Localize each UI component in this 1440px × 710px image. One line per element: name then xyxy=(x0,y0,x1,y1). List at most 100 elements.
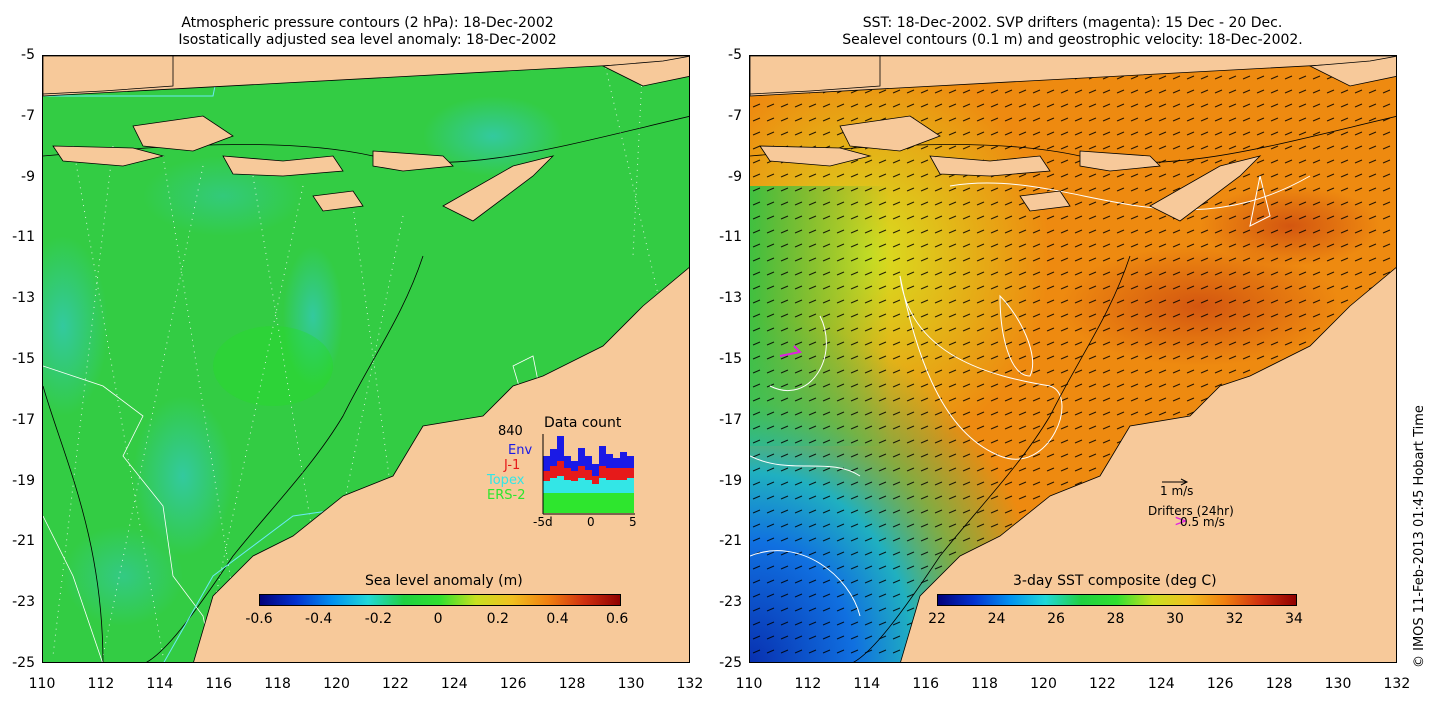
drifters-key-label: 0.5 m/s xyxy=(1180,515,1225,529)
australia-mainland xyxy=(193,267,689,662)
right-title-line2: Sealevel contours (0.1 m) and geostrophi… xyxy=(842,32,1303,48)
y-tick-label: -13 xyxy=(719,290,742,307)
x-tick-label: 132 xyxy=(1383,676,1411,692)
y-tick-label: -5 xyxy=(21,47,35,63)
y-tick-label: -9 xyxy=(21,168,35,185)
legend-ers2: ERS-2 xyxy=(487,488,526,503)
drifters-label: Drifters (24hr) xyxy=(1148,504,1234,518)
colorbar-tick-label: 26 xyxy=(1047,611,1065,627)
drifter-key-symbol: > xyxy=(1174,511,1187,530)
y-tick-label: -15 xyxy=(12,351,35,367)
data-count-xtick: 0 xyxy=(587,515,595,529)
data-count-xtick: 5 xyxy=(629,515,637,529)
left-colorbar-label: Sea level anomaly (m) xyxy=(365,573,523,589)
left-colorbar xyxy=(259,594,621,606)
y-tick-label: -7 xyxy=(728,107,742,124)
data-count-total: 840 xyxy=(498,424,523,439)
alor xyxy=(372,150,454,172)
y-tick-label: -5 xyxy=(728,47,742,63)
x-tick-label: 116 xyxy=(205,676,233,692)
anomaly-blob xyxy=(133,396,233,556)
bali-lombok xyxy=(132,115,234,152)
x-tick-label: 120 xyxy=(323,676,350,692)
x-tick-label: 128 xyxy=(1265,676,1293,692)
tanimbar xyxy=(601,56,689,87)
legend-j1: J-1 xyxy=(504,458,521,473)
colorbar-tick-label: 0.6 xyxy=(606,611,629,627)
anomaly-blob xyxy=(213,326,333,406)
x-tick-label: 130 xyxy=(617,676,645,692)
legend-topex: Topex xyxy=(487,473,525,488)
sea-level-map-canvas xyxy=(43,56,689,662)
anomaly-blob xyxy=(143,156,303,236)
colorbar-tick-label: 30 xyxy=(1166,611,1184,627)
velocity-key-label: 1 m/s xyxy=(1160,484,1194,498)
x-tick-label: 128 xyxy=(558,676,586,692)
island-java-strip xyxy=(43,56,689,97)
colorbar-tick-label: 28 xyxy=(1106,611,1125,627)
x-tick-label: 110 xyxy=(28,676,56,692)
x-tick-label: 118 xyxy=(264,676,291,692)
data-count-title: Data count xyxy=(544,415,622,431)
y-tick-label: -9 xyxy=(728,168,742,185)
sst-map: > xyxy=(749,55,1397,663)
legend-env: Env xyxy=(508,443,533,458)
sst-map-canvas: > xyxy=(750,56,1396,662)
x-tick-label: 130 xyxy=(1324,676,1352,692)
java-island xyxy=(43,56,174,95)
y-tick-label: -21 xyxy=(12,533,35,550)
x-tick-label: 112 xyxy=(87,676,115,692)
y-tick-label: -25 xyxy=(12,655,35,671)
left-title: Atmospheric pressure contours (2 hPa): 1… xyxy=(40,15,695,49)
anomaly-blob xyxy=(423,96,563,176)
y-tick-label: -19 xyxy=(12,472,35,489)
left-title-line2: Isostatically adjusted sea level anomaly… xyxy=(178,32,557,48)
australia-mainland xyxy=(900,267,1396,662)
land xyxy=(750,56,1396,662)
sea-level-map xyxy=(42,55,690,663)
anomaly-blob xyxy=(43,236,108,416)
left-title-line1: Atmospheric pressure contours (2 hPa): 1… xyxy=(181,15,554,31)
colorbar-tick-label: 0.2 xyxy=(486,611,509,627)
colorbar-tick-label: 22 xyxy=(928,611,946,627)
right-title: SST: 18-Dec-2002. SVP drifters (magenta)… xyxy=(745,15,1400,49)
data-count-bars xyxy=(543,436,634,513)
flores xyxy=(222,155,344,177)
sumba xyxy=(312,190,364,212)
colorbar-tick-label: 24 xyxy=(987,611,1006,627)
anomaly-blob xyxy=(63,526,183,626)
right-colorbar-label: 3-day SST composite (deg C) xyxy=(1013,573,1217,589)
svp-drifter-track xyxy=(779,345,803,357)
x-tick-label: 116 xyxy=(912,676,940,692)
y-tick-label: -13 xyxy=(12,290,35,307)
x-tick-label: 126 xyxy=(1206,676,1234,692)
colorbar-tick-label: -0.4 xyxy=(305,611,333,627)
colorbar-tick-label: -0.6 xyxy=(245,611,273,627)
x-tick-label: 114 xyxy=(146,676,174,692)
y-tick-label: -17 xyxy=(719,411,742,428)
sumbawa xyxy=(52,145,165,167)
x-tick-label: 118 xyxy=(971,676,998,692)
x-tick-label: 122 xyxy=(382,676,409,692)
x-tick-label: 124 xyxy=(1147,676,1175,692)
credit-text: © IMOS 11-Feb-2013 01:45 Hobart Time xyxy=(1412,405,1427,668)
x-tick-label: 110 xyxy=(735,676,763,692)
y-tick-label: -11 xyxy=(719,229,742,246)
data-count-xtick: -5d xyxy=(533,515,553,529)
y-tick-label: -17 xyxy=(12,411,35,428)
land xyxy=(43,56,689,662)
y-tick-label: -15 xyxy=(719,351,742,367)
x-tick-label: 124 xyxy=(440,676,468,692)
anomaly-blob xyxy=(283,246,343,386)
data-count-inset xyxy=(542,434,635,515)
colorbar-tick-label: 34 xyxy=(1285,611,1303,627)
colorbar-tick-label: 0.4 xyxy=(546,611,569,627)
y-tick-label: -23 xyxy=(719,594,742,611)
x-tick-label: 112 xyxy=(794,676,822,692)
sealevel-contours xyxy=(750,175,1311,617)
velocity-key-arrow xyxy=(1162,478,1189,486)
y-tick-label: -19 xyxy=(719,472,742,489)
x-tick-label: 122 xyxy=(1089,676,1116,692)
y-tick-label: -23 xyxy=(12,594,35,611)
colorbar-tick-label: 32 xyxy=(1225,611,1244,627)
